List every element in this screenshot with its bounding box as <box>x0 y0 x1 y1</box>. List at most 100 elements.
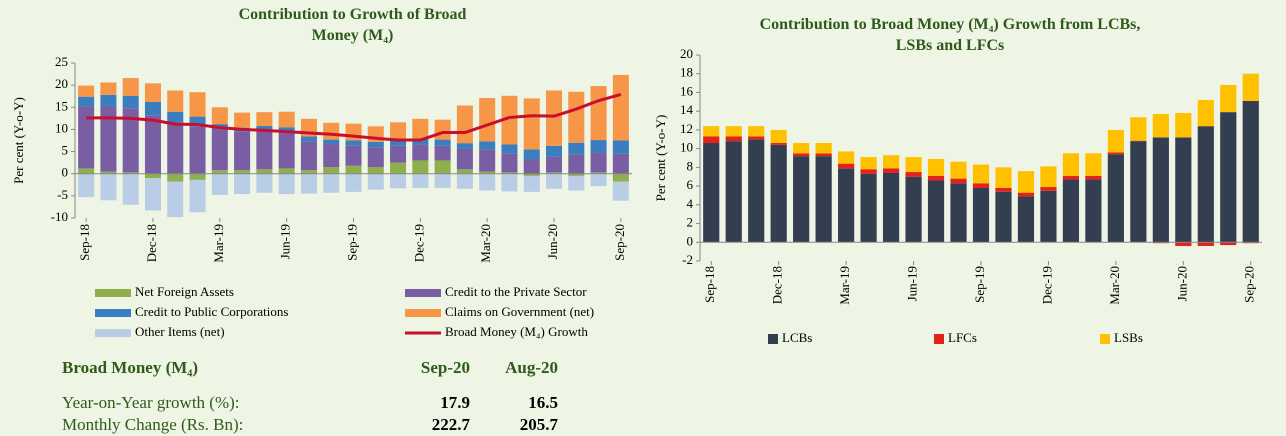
bar-segment <box>770 143 787 145</box>
bar-segment <box>256 125 273 131</box>
legend-label: Claims on Government (net) <box>445 304 594 319</box>
x-tick-label: Dec-18 <box>144 224 159 262</box>
bar-segment <box>815 156 832 243</box>
bar-segment <box>523 175 540 192</box>
bar-segment <box>1040 166 1057 188</box>
bar-segment <box>770 144 787 243</box>
bar-segment <box>1220 112 1237 243</box>
bar-segment <box>278 132 295 169</box>
bar-segment <box>189 126 206 174</box>
x-tick-label: Dec-19 <box>411 224 426 262</box>
chart-title: Contribution to Growth of Broad Money (M… <box>238 6 467 44</box>
x-tick-label: Sep-18 <box>702 266 717 303</box>
bar-segment <box>234 131 251 171</box>
bar-segment <box>838 151 855 164</box>
bar-segment <box>1152 113 1169 138</box>
bar-segment <box>456 105 473 144</box>
bar-segment <box>838 163 855 169</box>
bar-segment <box>100 82 117 95</box>
bar-segment <box>905 172 922 177</box>
bar-segment <box>100 105 117 172</box>
bar-segment <box>78 173 95 198</box>
bar-segment <box>167 90 184 112</box>
y-tick-label: 16 <box>680 83 694 98</box>
x-tick-label: Mar-19 <box>211 224 226 263</box>
bar-segment <box>367 173 384 190</box>
bar-segment <box>167 181 184 218</box>
bar-segment <box>100 171 117 174</box>
legend-swatch <box>95 289 131 297</box>
bar-segment <box>144 83 162 102</box>
bar-segment <box>479 173 496 191</box>
bar-segment <box>612 74 629 141</box>
x-tick-label: Jun-19 <box>905 266 920 301</box>
bar-segment <box>1175 137 1192 243</box>
x-tick-label: Sep-20 <box>1242 266 1257 303</box>
bar-segment <box>748 126 765 137</box>
bar-segment <box>1062 175 1080 180</box>
bar-segment <box>300 170 317 174</box>
bar-segment <box>1040 187 1057 191</box>
bar-segment <box>412 144 429 161</box>
bar-segment <box>323 139 340 145</box>
bar-segment <box>523 149 540 160</box>
bar-segment <box>390 145 407 163</box>
bar-segment <box>905 157 922 173</box>
x-tick-label: Sep-19 <box>972 266 987 303</box>
bar-segment <box>78 168 95 174</box>
y-tick-label: 2 <box>687 215 694 230</box>
bar-segment <box>100 94 117 106</box>
bar-segment <box>793 153 810 157</box>
legend-swatch <box>405 309 441 317</box>
x-tick-label: Sep-20 <box>612 224 627 261</box>
bar-segment <box>1175 113 1192 138</box>
legend-label: Net Foreign Assets <box>135 284 234 299</box>
legend-label: LFCs <box>948 330 977 345</box>
bar-segment <box>390 173 407 189</box>
bar-segment <box>167 122 184 174</box>
bar-segment <box>256 169 273 174</box>
bar-segment <box>590 86 607 141</box>
x-tick-label: Jun-20 <box>545 224 560 259</box>
legend-swatch <box>934 334 944 344</box>
bar-segment <box>1062 153 1080 176</box>
bar-segment <box>703 143 720 243</box>
bar-segment <box>1085 179 1102 243</box>
bar-segment <box>1040 190 1057 243</box>
bar-segment <box>278 111 295 128</box>
bar-segment <box>211 170 228 174</box>
bar-segment <box>1220 84 1237 113</box>
line-series <box>86 92 622 142</box>
bar-segment <box>167 111 184 123</box>
bar-segment <box>234 170 251 174</box>
bar-segment <box>479 141 496 150</box>
table-cell: Year-on-Year growth (%): <box>62 393 240 412</box>
bar-segment <box>345 173 362 192</box>
bar-segment <box>882 172 900 243</box>
y-axis-label: Per cent (Y-o-Y) <box>653 115 668 202</box>
bar-segment <box>545 172 563 174</box>
bar-segment <box>523 98 540 150</box>
y-tick-label: 18 <box>680 65 693 80</box>
bar-segment <box>122 78 139 96</box>
bar-segment <box>78 106 95 169</box>
legend-swatch <box>95 309 131 317</box>
x-tick-label: Jun-20 <box>1174 266 1189 301</box>
table-cell: 17.9 <box>440 393 470 412</box>
legend-label: Broad Money (M₄) Growth <box>445 324 588 339</box>
bar-segment <box>725 141 742 243</box>
bar-segment <box>815 153 832 157</box>
bar-segment <box>1130 117 1147 141</box>
bar-segment <box>1242 100 1259 243</box>
bar-segment <box>390 140 407 146</box>
bar-segment <box>972 164 990 184</box>
bar-segment <box>612 181 629 201</box>
bar-segment <box>479 97 496 142</box>
bar-segment <box>434 139 451 146</box>
bar-segment <box>703 136 720 144</box>
bar-segment <box>367 141 384 148</box>
bar-segment <box>725 136 742 142</box>
y-tick-label: 4 <box>687 196 694 211</box>
bar-segment <box>78 96 95 107</box>
